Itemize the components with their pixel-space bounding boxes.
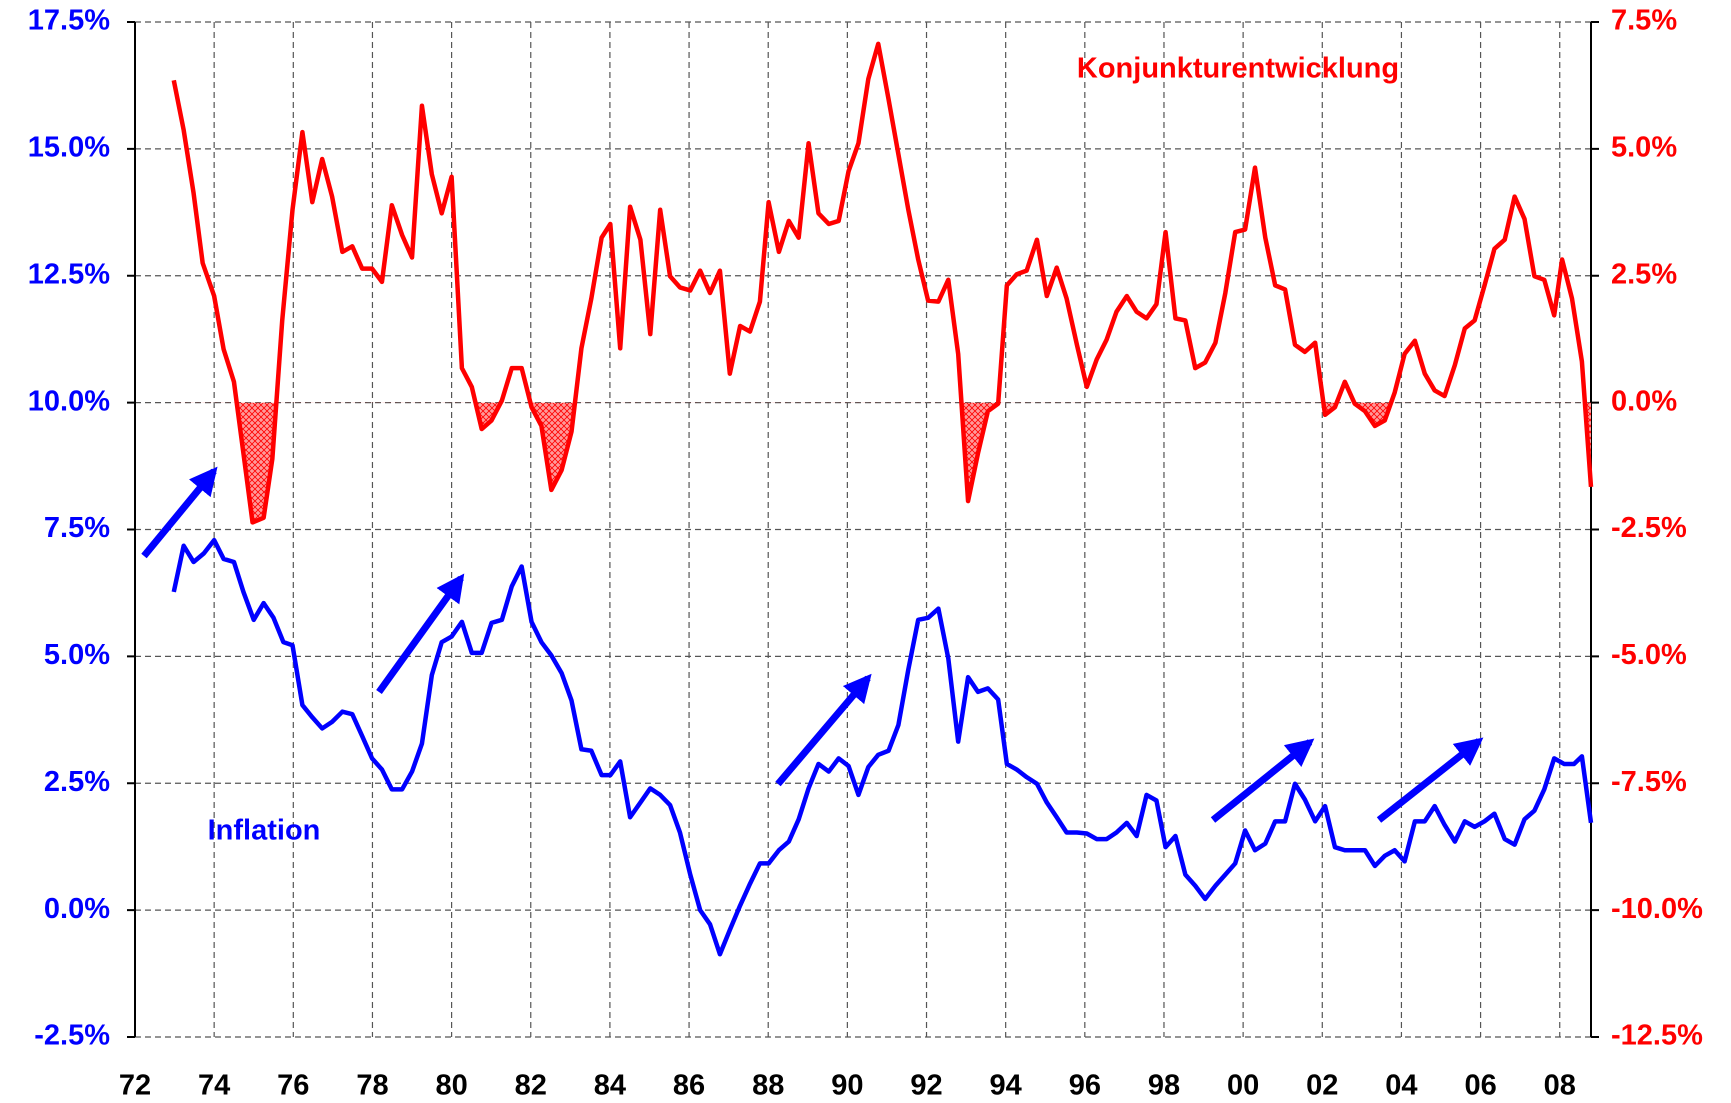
series-label: Konjunkturentwicklung — [1077, 53, 1399, 85]
x-tick-label: 82 — [515, 1070, 547, 1102]
y2-tick-label: -2.5% — [1611, 512, 1687, 544]
y2-tick-label: -5.0% — [1611, 639, 1687, 671]
y-tick-label: 0.0% — [44, 893, 110, 925]
x-tick-label: 88 — [752, 1070, 784, 1102]
y-tick-label: 2.5% — [44, 766, 110, 798]
arrow — [141, 466, 218, 559]
y-tick-label: 5.0% — [44, 639, 110, 671]
y2-tick-label: 0.0% — [1611, 385, 1677, 417]
y2-tick-label: 7.5% — [1611, 5, 1677, 37]
series-line — [171, 537, 1594, 957]
y-tick-label: 17.5% — [28, 5, 110, 37]
x-tick-label: 98 — [1148, 1070, 1180, 1102]
y2-tick-label: -7.5% — [1611, 766, 1687, 798]
x-tick-label: 94 — [990, 1070, 1022, 1102]
arrow — [1376, 737, 1484, 823]
labels: -2.5% 0.0% 2.5% 5.0% 7.5% 10.0% 12.5% 15.0% 17.5… — [28, 5, 1703, 1102]
x-tick-label: 08 — [1544, 1070, 1576, 1102]
y-tick-label: -2.5% — [34, 1020, 110, 1052]
x-tick-label: 76 — [277, 1070, 309, 1102]
x-tick-label: 04 — [1385, 1070, 1417, 1102]
marks — [171, 41, 1594, 957]
x-tick-label: 06 — [1464, 1070, 1496, 1102]
y-tick-label: 15.0% — [28, 132, 110, 164]
y-tick-label: 10.0% — [28, 385, 110, 417]
y2-tick-label: -12.5% — [1611, 1020, 1703, 1052]
y2-tick-label: -10.0% — [1611, 893, 1703, 925]
trend-arrows — [141, 466, 1484, 823]
x-tick-label: 02 — [1306, 1070, 1338, 1102]
x-tick-label: 72 — [119, 1070, 151, 1102]
y2-tick-label: 5.0% — [1611, 132, 1677, 164]
x-tick-label: 90 — [831, 1070, 863, 1102]
arrow — [376, 573, 465, 695]
series-line — [171, 41, 1594, 525]
x-tick-label: 80 — [435, 1070, 467, 1102]
grid — [127, 21, 1599, 1038]
x-tick-label: 78 — [356, 1070, 388, 1102]
arrow — [1210, 738, 1315, 823]
x-tick-label: 92 — [910, 1070, 942, 1102]
y2-tick-label: 2.5% — [1611, 258, 1677, 290]
y-tick-label: 12.5% — [28, 258, 110, 290]
below-zero-shading — [173, 402, 1591, 523]
arrow — [775, 673, 872, 787]
x-tick-label: 86 — [673, 1070, 705, 1102]
x-tick-label: 74 — [198, 1070, 230, 1102]
y-tick-label: 7.5% — [44, 512, 110, 544]
x-tick-label: 96 — [1069, 1070, 1101, 1102]
x-tick-label: 84 — [594, 1070, 626, 1102]
x-tick-label: 00 — [1227, 1070, 1259, 1102]
series-label: Inflation — [208, 815, 321, 847]
